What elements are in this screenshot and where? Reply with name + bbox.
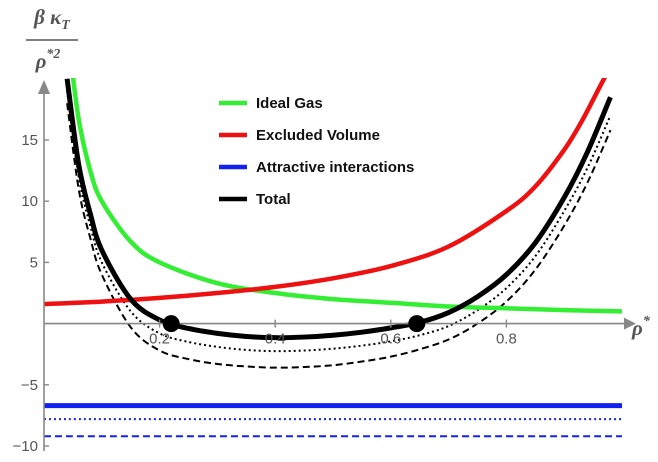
y-axis-arrow (38, 80, 50, 94)
legend-entry: Excluded Volume (219, 127, 380, 144)
legend-label: Ideal Gas (256, 95, 323, 112)
series-line-dashed-curve (66, 103, 612, 369)
critical-point-marker (408, 315, 426, 333)
legend: Ideal Gas Excluded Volume Attractive inter… (219, 95, 414, 208)
ticks-layer: 0.2 0.4 0.6 0.8 −10 −5 5 10 15 (13, 132, 517, 455)
legend-label: Total (256, 191, 291, 208)
y-tick-label: −5 (21, 377, 38, 394)
legend-entry: Total (219, 191, 291, 208)
legend-entry: Attractive interactions (219, 159, 414, 176)
y-axis-title-numerator: β κT (33, 5, 71, 33)
x-axis-arrow (624, 317, 636, 330)
series-line-dotted-curve (66, 90, 612, 353)
x-tick-label: 0.6 (380, 331, 401, 348)
y-tick-label: 15 (21, 132, 38, 149)
series-line-excluded-volume (44, 78, 607, 307)
x-tick-label: 0.2 (149, 331, 170, 348)
legend-label: Attractive interactions (256, 159, 414, 176)
critical-point-marker (162, 315, 180, 333)
series-line-total (64, 78, 613, 341)
y-axis-title: β κT ρ*2 (26, 5, 78, 73)
series-layer (44, 78, 622, 438)
axes-layer (38, 80, 636, 451)
x-tick-label: 0.8 (496, 331, 517, 348)
y-tick-label: 10 (21, 193, 38, 210)
x-axis-title: ρ* (631, 314, 651, 340)
markers-layer (162, 315, 426, 333)
y-tick-label: −10 (13, 438, 38, 455)
legend-label: Excluded Volume (256, 127, 380, 144)
y-axis-title-denominator: ρ*2 (35, 47, 61, 73)
legend-entry: Ideal Gas (219, 95, 323, 112)
y-tick-label: 5 (30, 254, 38, 271)
x-tick-label: 0.4 (265, 331, 286, 348)
